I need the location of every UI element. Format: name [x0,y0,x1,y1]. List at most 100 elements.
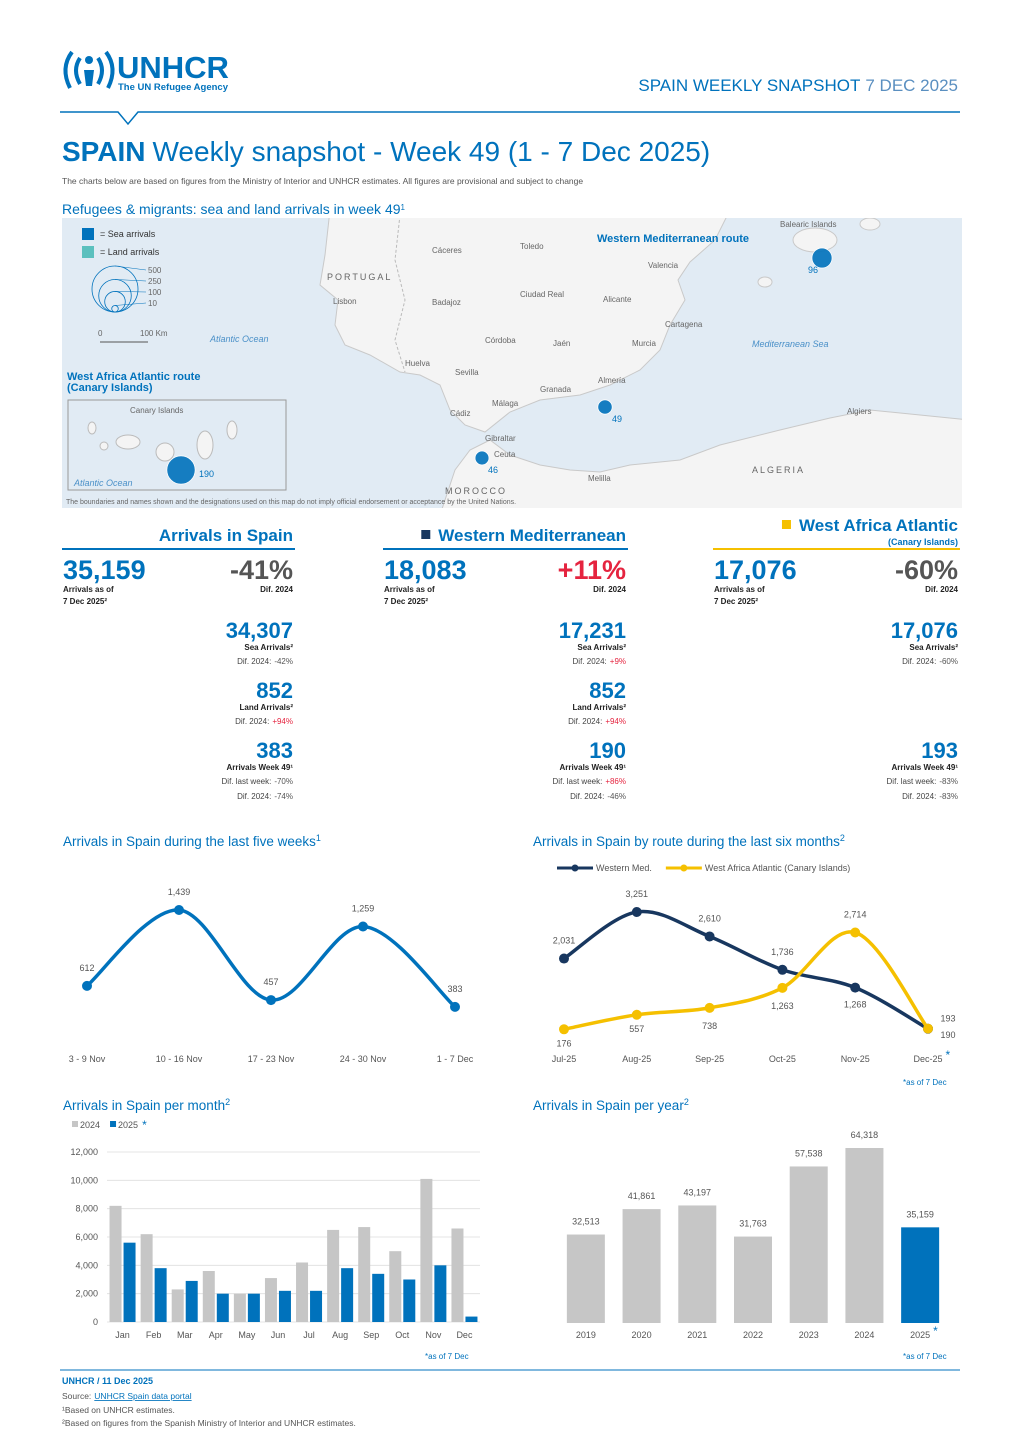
x-tick-label: Feb [146,1330,162,1340]
x-tick-label: 1 - 7 Dec [437,1054,474,1064]
place-label: ALGERIA [752,465,805,475]
x-tick-label: Dec-25 [913,1054,942,1064]
chart-title-text: Arrivals in Spain by route during the la… [533,834,840,849]
map: = Sea arrivals= Land arrivals50025010010… [62,218,962,508]
place-label: Balearic Islands [780,220,836,229]
legend-size-label: 10 [148,299,157,308]
stat-diff-label: Dif. 2024: [568,717,602,726]
x-tick-label: 10 - 16 Nov [156,1054,203,1064]
source-label: Source: [62,1391,91,1401]
y-tick-label: 8,000 [75,1204,98,1214]
africa [441,409,962,508]
x-tick-label: Apr [209,1330,223,1340]
place-label: Murcia [632,339,657,348]
bar [845,1148,884,1323]
snapshot-heading: SPAIN WEEKLY SNAPSHOT 7 DEC 2025 [638,76,958,95]
place-label: Canary Islands [130,406,183,415]
y-tick-label: 10,000 [70,1175,98,1185]
bar [296,1262,309,1322]
place-label: Cáceres [432,246,462,255]
stat-diff-label: Dif. 2024: [570,792,604,801]
stat-diff-value: +94% [272,717,293,726]
bar [389,1251,402,1322]
source-link[interactable]: UNHCR Spain data portal [94,1391,191,1401]
place-label: Gibraltar [485,434,516,443]
footer-credit: UNHCR / 11 Dec 2025 [62,1376,153,1386]
data-label: 43,197 [684,1187,712,1197]
data-point [358,921,368,932]
data-label: 383 [447,984,462,994]
bar [901,1227,940,1323]
data-label: 3,251 [626,889,649,899]
arrival-bubble [474,450,490,466]
stat-diff-value: -60% [939,657,958,666]
data-point [82,980,92,991]
stat-diff: Dif. 2024: -46% [570,792,626,801]
bar [109,1205,122,1322]
stat-diff: Dif. last week: -83% [887,777,958,786]
legend-leader [114,265,147,271]
stat-label: Arrivals Week 49¹ [559,763,626,772]
bar [264,1278,277,1322]
route-label: (Canary Islands) [67,382,153,394]
stat-diff: Dif. 2024: +94% [568,717,626,726]
y-tick-label: 2,000 [75,1289,98,1299]
ocean-label: Atlantic Ocean [73,478,133,488]
x-tick-label: Nov [425,1330,442,1340]
data-label: 1,439 [168,887,191,897]
chart-title: Arrivals in Spain per month2 [63,1097,230,1113]
chart-title: Arrivals in Spain during the last five w… [63,833,321,849]
stat-diff: Dif. 2024: -83% [902,792,958,801]
data-label: 1,736 [771,947,794,957]
series-line [562,909,930,1031]
place-label: Alicante [603,295,632,304]
data-label: 2,714 [844,909,867,919]
bubble-label: 49 [612,414,622,424]
data-point [777,964,788,975]
data-label: 612 [79,963,94,973]
x-tick-label: Mar [177,1330,193,1340]
stat-label: Sea Arrivals² [909,643,958,652]
bar [185,1280,198,1322]
stat-diff-label: Dif. last week: [222,777,272,786]
data-label: 2,031 [553,936,576,946]
stat-diff-value: -70% [274,777,293,786]
data-point [704,931,715,942]
stat-value: 193 [921,738,958,763]
bar [358,1227,371,1322]
x-tick-label: Sep-25 [695,1054,724,1064]
legend-asterisk: * [142,1118,147,1132]
place-label: Badajoz [432,298,461,307]
stat-diff: Dif. 2024: -60% [902,657,958,666]
legend-label: Western Med. [596,863,652,873]
legend-label: West Africa Atlantic (Canary Islands) [705,863,850,873]
border [394,218,406,373]
panel-subtitle: (Canary Islands) [888,537,958,547]
stat-diff-label: Dif. 2024: [237,657,271,666]
snapshot-date: 7 DEC 2025 [865,76,958,95]
bar [154,1268,167,1322]
stat-diff: Dif. 2024: -42% [237,657,293,666]
place-label: Cádiz [450,409,470,418]
data-point [174,905,184,915]
bar [247,1293,260,1322]
legend-land-swatch [82,246,94,258]
bar [233,1293,246,1322]
total-label: 7 Dec 2025² [384,597,428,606]
bar [310,1290,323,1322]
data-label: 193 [940,1014,955,1024]
iberia [319,218,727,433]
title-note: The charts below are based on figures fr… [62,176,583,186]
legend-label: 2024 [80,1120,100,1130]
series-line [562,930,930,1032]
stat-diff: Dif. 2024: -74% [237,792,293,801]
data-label: 35,159 [906,1209,934,1219]
bar [341,1268,354,1322]
bubble-label: 190 [199,469,214,479]
panel-title: Arrivals in Spain [159,526,293,545]
chart-title-note: 2 [684,1097,689,1107]
stat-label: Arrivals Week 49¹ [226,763,293,772]
bar [451,1228,464,1322]
stat-diff-value: -46% [607,792,626,801]
